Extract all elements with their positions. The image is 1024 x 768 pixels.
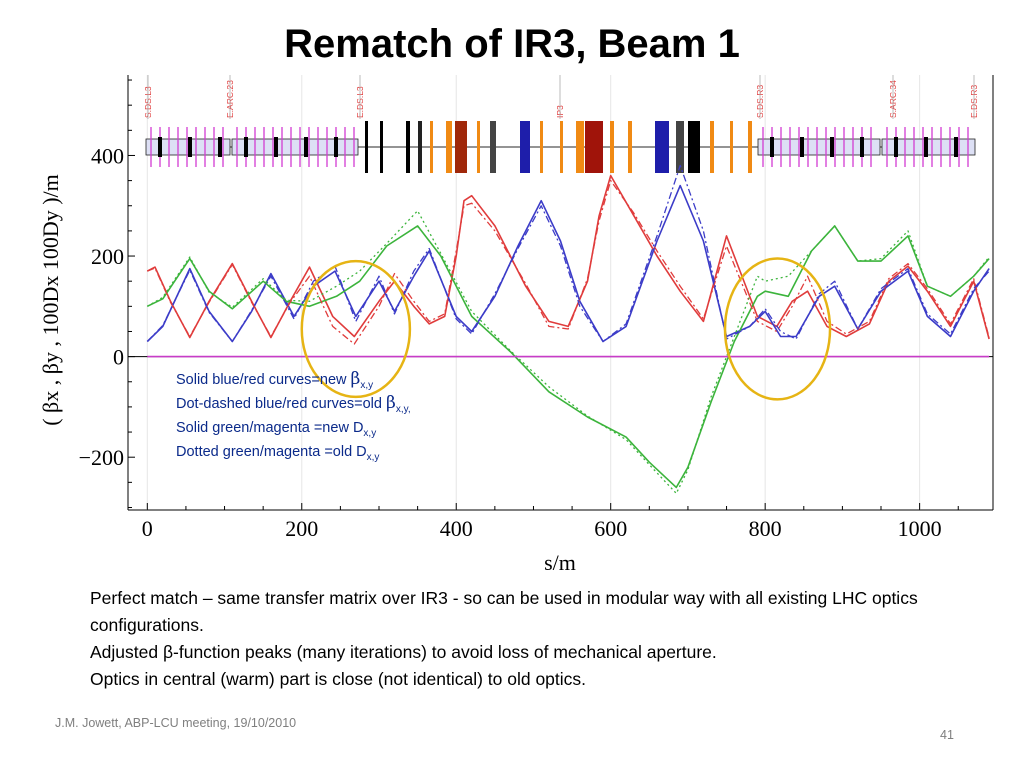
quad-marker	[188, 137, 192, 157]
warm-element	[380, 121, 383, 173]
annotation-layer	[300, 257, 832, 401]
x-axis-ticks: 0 200 400 600 800 1000	[142, 503, 959, 541]
y-tick-label: −200	[79, 445, 124, 470]
series-bety-old	[146, 164, 990, 343]
arc-cell	[231, 138, 359, 156]
body-paragraph: Perfect match – same transfer matrix ove…	[90, 588, 918, 635]
warm-element	[406, 121, 410, 173]
legend-text: Solid green/magenta =new D	[176, 420, 363, 436]
y-tick-label: 0	[113, 345, 124, 370]
warm-element	[418, 121, 422, 173]
optics-chart: S.DS.L3 E.ARC.23 E.DS.L3 IP3 S.DS.R3 S.ARC.34…	[38, 75, 994, 575]
quad-marker	[830, 137, 834, 157]
y-tick-label: 200	[91, 244, 124, 269]
body-text: Perfect match – same transfer matrix ove…	[90, 585, 920, 693]
warm-element	[710, 121, 714, 173]
x-tick-label: 400	[440, 516, 473, 541]
warm-element	[446, 121, 452, 173]
warm-element	[585, 121, 603, 173]
highlight-ellipse	[723, 257, 832, 401]
warm-element	[730, 121, 733, 173]
warm-element	[477, 121, 480, 173]
legend-text: Dotted green/magenta =old D	[176, 444, 367, 460]
warm-element	[676, 121, 684, 173]
legend-symbol: β	[386, 393, 396, 413]
arc-cell	[757, 138, 881, 156]
series-dx-old	[146, 210, 990, 495]
x-tick-label: 1000	[898, 516, 942, 541]
quad-marker	[894, 137, 898, 157]
footer-author: J.M. Jowett, ABP-LCU meeting, 19/10/2010	[55, 716, 297, 730]
quad-marker	[770, 137, 774, 157]
series-betx-new	[146, 174, 990, 340]
legend-text: Solid blue/red curves=new	[176, 372, 351, 388]
body-paragraph: Optics in central (warm) part is close (…	[90, 669, 587, 689]
quad-marker	[800, 137, 804, 157]
warm-element	[748, 121, 752, 173]
legend-symbol: β	[351, 369, 361, 389]
warm-element	[610, 121, 614, 173]
series-betx-old	[147, 179, 990, 345]
quad-marker	[334, 137, 338, 157]
y-axis-label: ( βx , βy , 100Dx 100Dy )/m	[38, 174, 63, 426]
warm-element	[560, 121, 563, 173]
quad-marker	[860, 137, 864, 157]
legend-subscript: x,y	[367, 452, 380, 463]
legend-text: Dot-dashed blue/red curves=old	[176, 396, 386, 412]
legend: Solid blue/red curves=new βx,yDot-dashed…	[176, 369, 411, 463]
legend-entry: Dot-dashed blue/red curves=old βx,y,	[176, 393, 411, 415]
quad-marker	[274, 137, 278, 157]
machine-layout-bar	[145, 121, 976, 173]
series-layer	[128, 164, 993, 495]
warm-element	[430, 121, 433, 173]
legend-entry: Solid green/magenta =new Dx,y	[176, 420, 376, 439]
y-axis-ticks: −200 0 200 400	[79, 79, 135, 508]
legend-subscript: x,y	[360, 380, 373, 391]
warm-element	[455, 121, 467, 173]
highlight-ellipse	[300, 259, 412, 399]
quad-marker	[924, 137, 928, 157]
quad-marker	[218, 137, 222, 157]
x-tick-label: 800	[749, 516, 782, 541]
legend-entry: Solid blue/red curves=new βx,y	[176, 369, 373, 391]
legend-subscript: x,y	[363, 428, 376, 439]
legend-subscript: x,y,	[396, 404, 411, 415]
warm-element	[490, 121, 496, 173]
y-tick-label: 400	[91, 143, 124, 168]
x-tick-label: 0	[142, 516, 153, 541]
warm-element	[576, 121, 584, 173]
series-bety-new	[146, 184, 990, 343]
slide-title: Rematch of IR3, Beam 1	[284, 22, 740, 66]
warm-element	[688, 121, 700, 173]
series-dx-new	[146, 225, 990, 489]
x-tick-label: 200	[285, 516, 318, 541]
warm-element	[365, 121, 368, 173]
element-marker-labels: S.DS.L3 E.ARC.23 E.DS.L3 IP3 S.DS.R3 S.ARC.34…	[143, 75, 979, 119]
quad-marker	[244, 137, 248, 157]
body-paragraph: Adjusted β-function peaks (many iteratio…	[90, 642, 717, 662]
page-number: 41	[940, 728, 954, 742]
plot-frame	[127, 75, 994, 511]
x-axis-label: s/m	[544, 550, 576, 575]
warm-element	[520, 121, 530, 173]
x-tick-label: 600	[594, 516, 627, 541]
quad-marker	[304, 137, 308, 157]
legend-entry: Dotted green/magenta =old Dx,y	[176, 444, 379, 463]
warm-element	[628, 121, 632, 173]
quad-marker	[954, 137, 958, 157]
warm-element	[655, 121, 669, 173]
warm-element	[540, 121, 543, 173]
quad-marker	[158, 137, 162, 157]
